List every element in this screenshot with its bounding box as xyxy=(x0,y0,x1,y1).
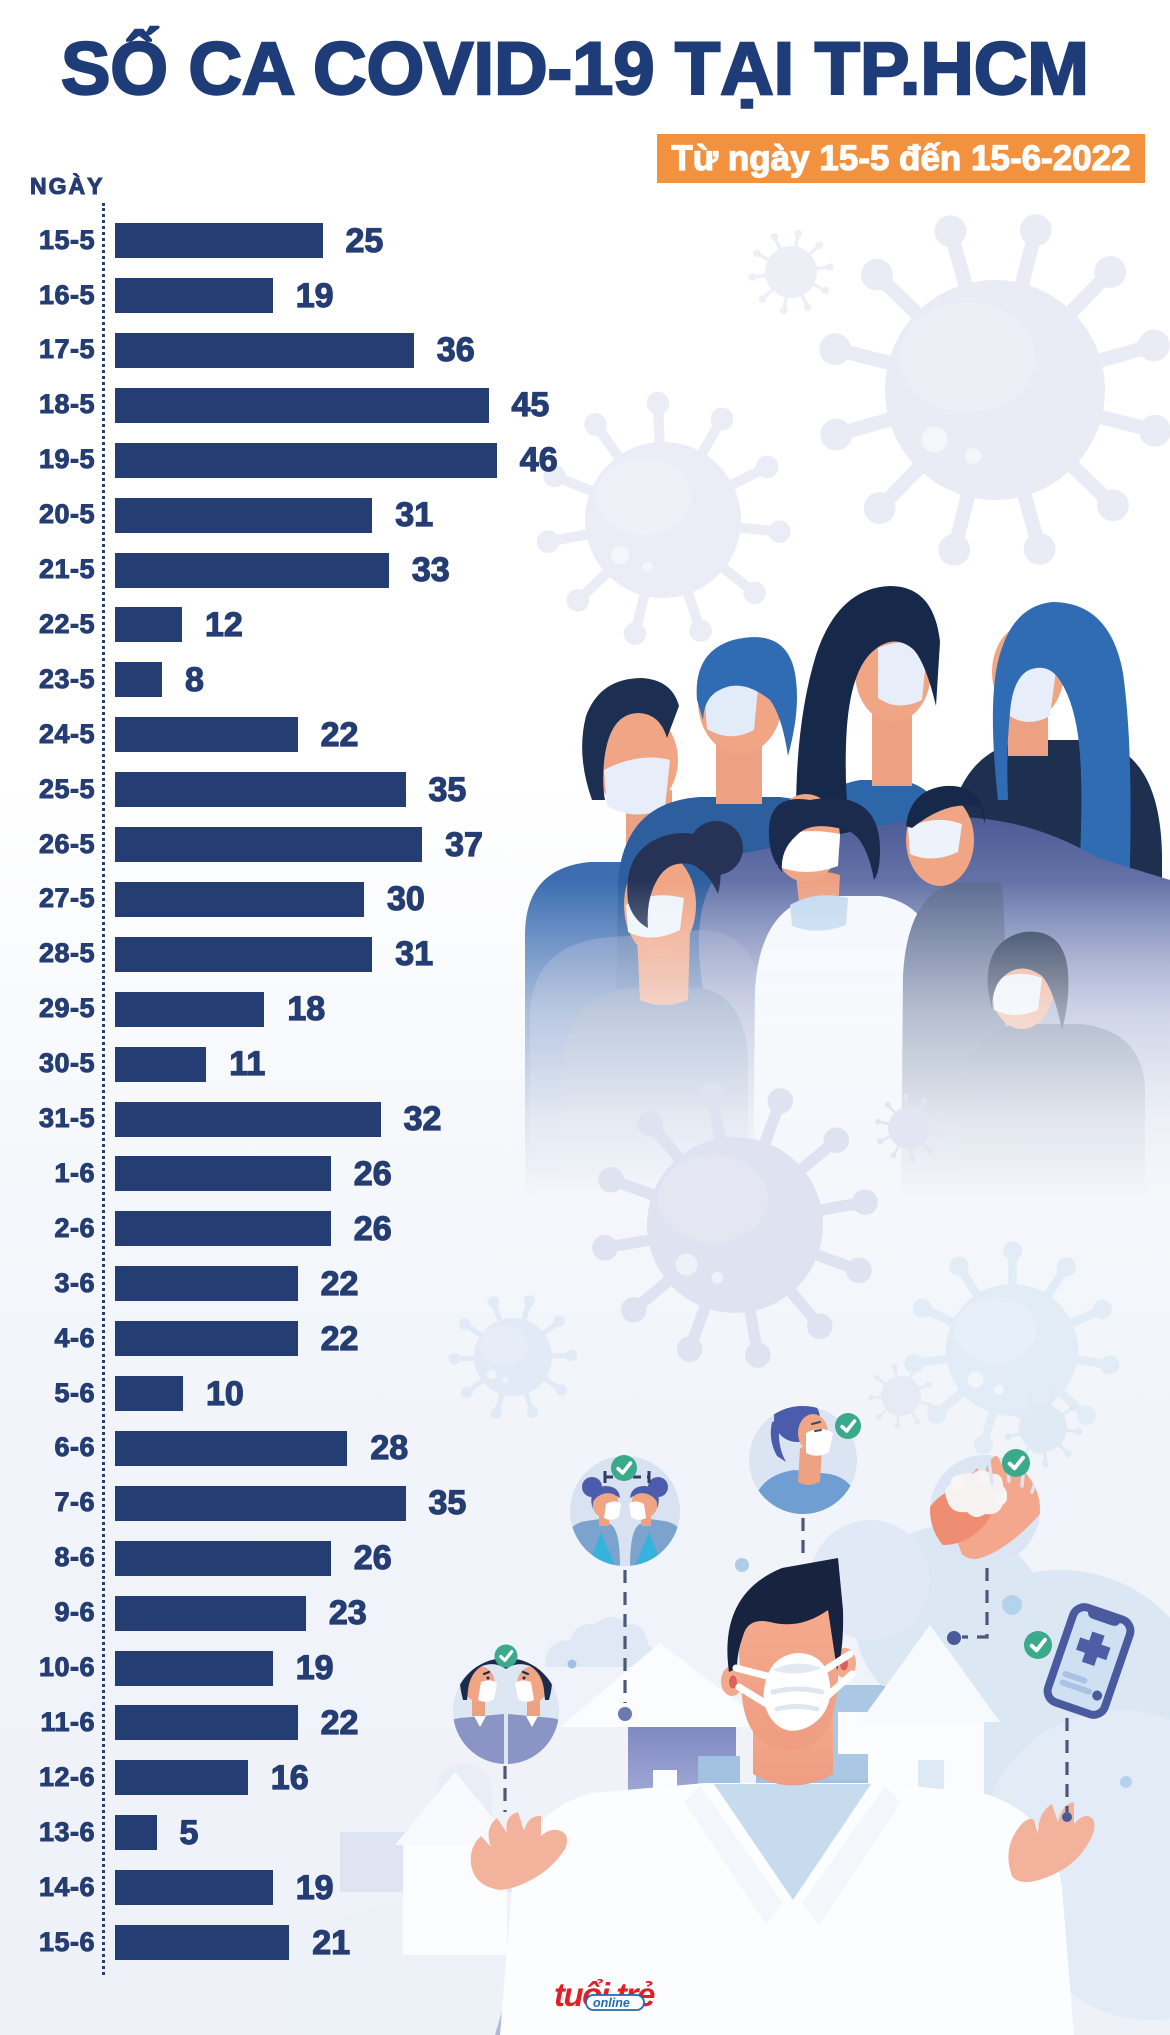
svg-text:online: online xyxy=(593,1996,630,2010)
